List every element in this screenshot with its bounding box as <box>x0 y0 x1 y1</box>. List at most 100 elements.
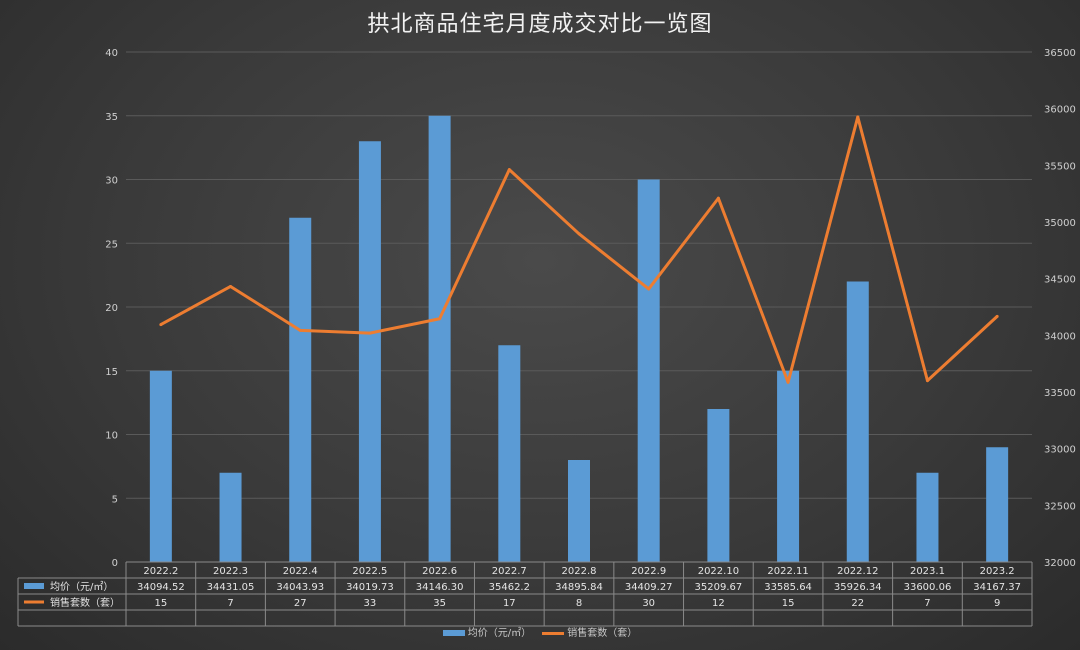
left-axis-tick-label: 30 <box>105 176 118 187</box>
bar <box>358 141 381 562</box>
right-axis-tick-label: 33000 <box>1044 445 1076 456</box>
line-point <box>856 115 860 119</box>
bar <box>707 409 730 562</box>
line-data-label: 9 <box>994 598 1000 609</box>
x-tick-label: 2022.2 <box>143 566 178 577</box>
bar <box>777 370 800 562</box>
left-axis-tick-label: 5 <box>112 494 118 505</box>
table-row-header-line: 销售套数（套） <box>50 596 120 609</box>
right-axis-tick-label: 32000 <box>1044 558 1076 569</box>
line-point <box>438 317 442 321</box>
line-point <box>925 379 929 383</box>
right-axis-tick-label: 35500 <box>1044 161 1076 172</box>
line-data-label: 8 <box>576 598 582 609</box>
line-data-label: 30 <box>642 598 655 609</box>
line-data-label: 27 <box>294 598 307 609</box>
legend-item-line: 销售套数（套） <box>542 624 637 639</box>
bar-data-label: 35209.67 <box>695 582 743 593</box>
legend: 均价（元/㎡） 销售套数（套） <box>0 624 1080 639</box>
bar-data-label: 34094.52 <box>137 582 185 593</box>
line-data-label: 15 <box>154 598 167 609</box>
data-table: 2022.2 34094.52 15 2022.3 34431.05 7 2022.4 340… <box>17 561 1033 627</box>
series-line <box>160 115 999 384</box>
right-axis-tick-label: 35000 <box>1044 218 1076 229</box>
bar-data-label: 34043.93 <box>276 582 324 593</box>
x-tick-label: 2022.12 <box>837 566 878 577</box>
bar <box>568 460 590 562</box>
left-axis: 0 5 10 15 20 25 30 35 40 <box>105 48 118 569</box>
left-axis-tick-label: 40 <box>105 48 118 59</box>
x-tick-label: 2023.1 <box>910 566 945 577</box>
right-axis-tick-label: 36500 <box>1044 48 1076 59</box>
line-point <box>298 328 302 332</box>
line-data-label: 7 <box>924 598 930 609</box>
chart-title: 拱北商品住宅月度成交对比一览图 <box>367 12 713 37</box>
line-point <box>229 284 233 288</box>
table-row-header-bar: 均价（元/㎡） <box>50 581 113 593</box>
x-tick-label: 2022.7 <box>492 566 527 577</box>
x-tick-label: 2023.2 <box>980 566 1015 577</box>
line-point <box>716 196 720 200</box>
line-data-label: 22 <box>851 598 864 609</box>
table-swatch-bar <box>24 583 44 589</box>
legend-label-bar: 均价（元/㎡） <box>467 628 532 639</box>
legend-item-bar: 均价（元/㎡） <box>442 624 532 639</box>
x-tick-label: 2022.10 <box>698 566 739 577</box>
x-tick-label: 2022.9 <box>631 566 666 577</box>
line-series <box>159 115 999 384</box>
left-axis-tick-label: 10 <box>105 431 118 442</box>
bar-data-label: 34431.05 <box>207 582 255 593</box>
legend-label-line: 销售套数（套） <box>567 628 638 639</box>
x-tick-label: 2022.8 <box>562 566 597 577</box>
bar-data-label: 35926.34 <box>834 582 882 593</box>
bar-data-label: 34409.27 <box>625 582 673 593</box>
bar-data-label: 34146.30 <box>416 582 464 593</box>
bar-data-label: 34019.73 <box>346 582 394 593</box>
bar <box>428 115 451 562</box>
bar <box>149 370 172 562</box>
line-point <box>507 168 511 172</box>
left-axis-tick-label: 0 <box>112 558 118 569</box>
x-tick-label: 2022.6 <box>422 566 457 577</box>
bar <box>289 217 312 562</box>
right-axis-tick-label: 36000 <box>1044 105 1076 116</box>
legend-swatch-line <box>542 631 565 635</box>
right-axis-tick-label: 32500 <box>1044 501 1076 512</box>
x-tick-label: 2022.11 <box>767 566 808 577</box>
line-data-label: 15 <box>782 598 795 609</box>
x-tick-label: 2022.3 <box>213 566 248 577</box>
bar-data-label: 35462.2 <box>489 582 530 593</box>
bar <box>498 345 521 562</box>
line-point <box>577 232 581 236</box>
x-tick-label: 2022.4 <box>283 566 318 577</box>
bar-data-label: 33585.64 <box>764 582 812 593</box>
bar-data-label: 34895.84 <box>555 582 603 593</box>
line-point <box>368 331 372 335</box>
right-axis-tick-label: 34000 <box>1044 331 1076 342</box>
right-axis-tick-label: 34500 <box>1044 275 1076 286</box>
legend-swatch-bar <box>442 630 465 636</box>
line-data-label: 7 <box>227 598 233 609</box>
right-axis-tick-label: 33500 <box>1044 388 1076 399</box>
bar <box>637 179 660 562</box>
bar-data-label: 34167.37 <box>973 582 1021 593</box>
bar-data-label: 33600.06 <box>904 582 952 593</box>
bar <box>986 447 1009 562</box>
bar <box>916 472 939 562</box>
bar-series <box>149 115 1009 562</box>
line-data-label: 35 <box>433 598 446 609</box>
bar <box>846 281 869 562</box>
bar <box>219 472 242 562</box>
line-point <box>995 314 999 318</box>
line-data-label: 33 <box>364 598 377 609</box>
line-point <box>647 287 651 291</box>
left-axis-tick-label: 15 <box>105 367 118 378</box>
line-data-label: 12 <box>712 598 725 609</box>
left-axis-tick-label: 35 <box>105 112 118 123</box>
line-data-label: 17 <box>503 598 516 609</box>
right-axis: 32000 32500 33000 33500 34000 34500 35000 35500… <box>1044 48 1076 569</box>
line-point <box>786 380 790 384</box>
line-point <box>159 323 163 327</box>
x-tick-label: 2022.5 <box>352 566 387 577</box>
left-axis-tick-label: 20 <box>105 303 118 314</box>
